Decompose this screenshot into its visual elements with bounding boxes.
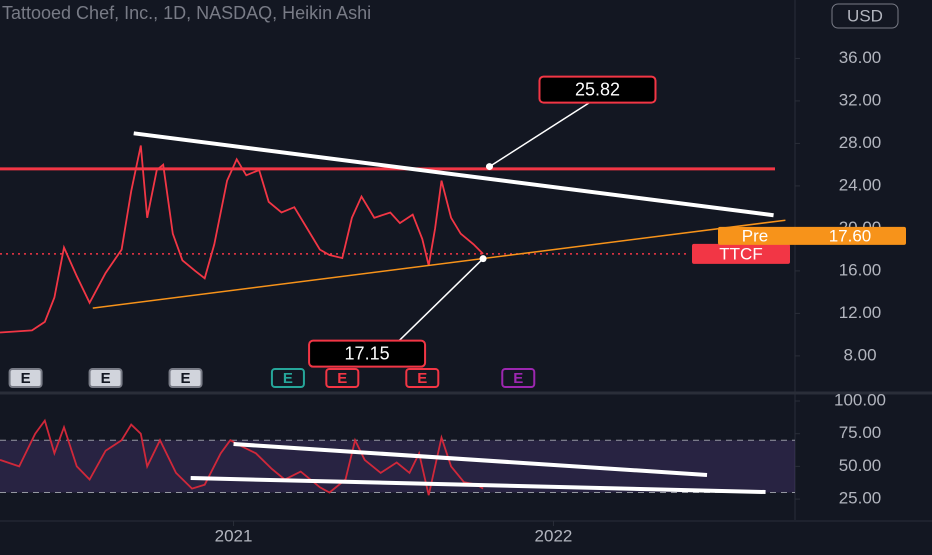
earnings-label: E <box>21 370 31 387</box>
earnings-marker <box>88 368 123 388</box>
callout-box <box>538 75 657 104</box>
callout-text: 17.15 <box>345 343 390 363</box>
y-tick-label: 16.00 <box>839 260 882 279</box>
y-tick-label: 50.00 <box>839 456 882 475</box>
callout-anchor <box>485 163 493 171</box>
callout-line <box>489 101 590 168</box>
earnings-marker <box>405 368 440 388</box>
trendline <box>92 219 786 309</box>
trendline <box>133 131 774 218</box>
y-tick-label: 75.00 <box>839 423 882 442</box>
earnings-label: E <box>513 370 523 387</box>
callout-text: 25.82 <box>575 79 620 99</box>
x-tick-label: 2021 <box>215 526 253 545</box>
currency-box <box>831 3 899 29</box>
y-tick-label: 100.00 <box>834 390 886 409</box>
trendline <box>190 476 766 495</box>
earnings-marker <box>270 368 305 388</box>
earnings-label: E <box>181 370 191 387</box>
earnings-label: E <box>417 370 427 387</box>
earnings-marker <box>501 368 536 388</box>
y-tick-label: 32.00 <box>839 90 882 109</box>
symbol-label-box <box>692 243 790 264</box>
symbol-label: TTCF <box>719 244 762 263</box>
callout-box <box>308 339 427 368</box>
callout-line <box>398 258 484 342</box>
earnings-marker <box>168 368 203 388</box>
x-tick-label: 2022 <box>535 526 573 545</box>
pre-market-value: 17.60 <box>829 226 872 245</box>
pre-market-label: Pre <box>742 226 768 245</box>
currency: USD <box>847 6 883 25</box>
y-tick-label: 8.00 <box>843 345 876 364</box>
y-tick-label: 36.00 <box>839 48 882 67</box>
y-tick-label: 24.00 <box>839 175 882 194</box>
y-tick-label: 28.00 <box>839 133 882 152</box>
price-line <box>0 145 484 334</box>
earnings-marker <box>8 368 43 388</box>
pre-market-box <box>718 226 906 245</box>
callout-anchor <box>479 255 487 263</box>
earnings-marker <box>325 368 360 388</box>
trendline <box>233 442 708 478</box>
y-tick-label: 12.00 <box>839 303 882 322</box>
earnings-label: E <box>337 370 347 387</box>
chart-title: Tattooed Chef, Inc., 1D, NASDAQ, Heikin … <box>2 3 371 23</box>
y-tick-label: 25.00 <box>839 489 882 508</box>
earnings-label: E <box>283 370 293 387</box>
earnings-label: E <box>101 370 111 387</box>
